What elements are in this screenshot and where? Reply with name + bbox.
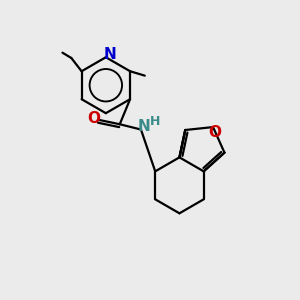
Text: O: O bbox=[87, 111, 100, 126]
Text: O: O bbox=[208, 125, 221, 140]
Text: N: N bbox=[137, 118, 150, 134]
Text: H: H bbox=[150, 115, 160, 128]
Text: N: N bbox=[103, 47, 116, 62]
